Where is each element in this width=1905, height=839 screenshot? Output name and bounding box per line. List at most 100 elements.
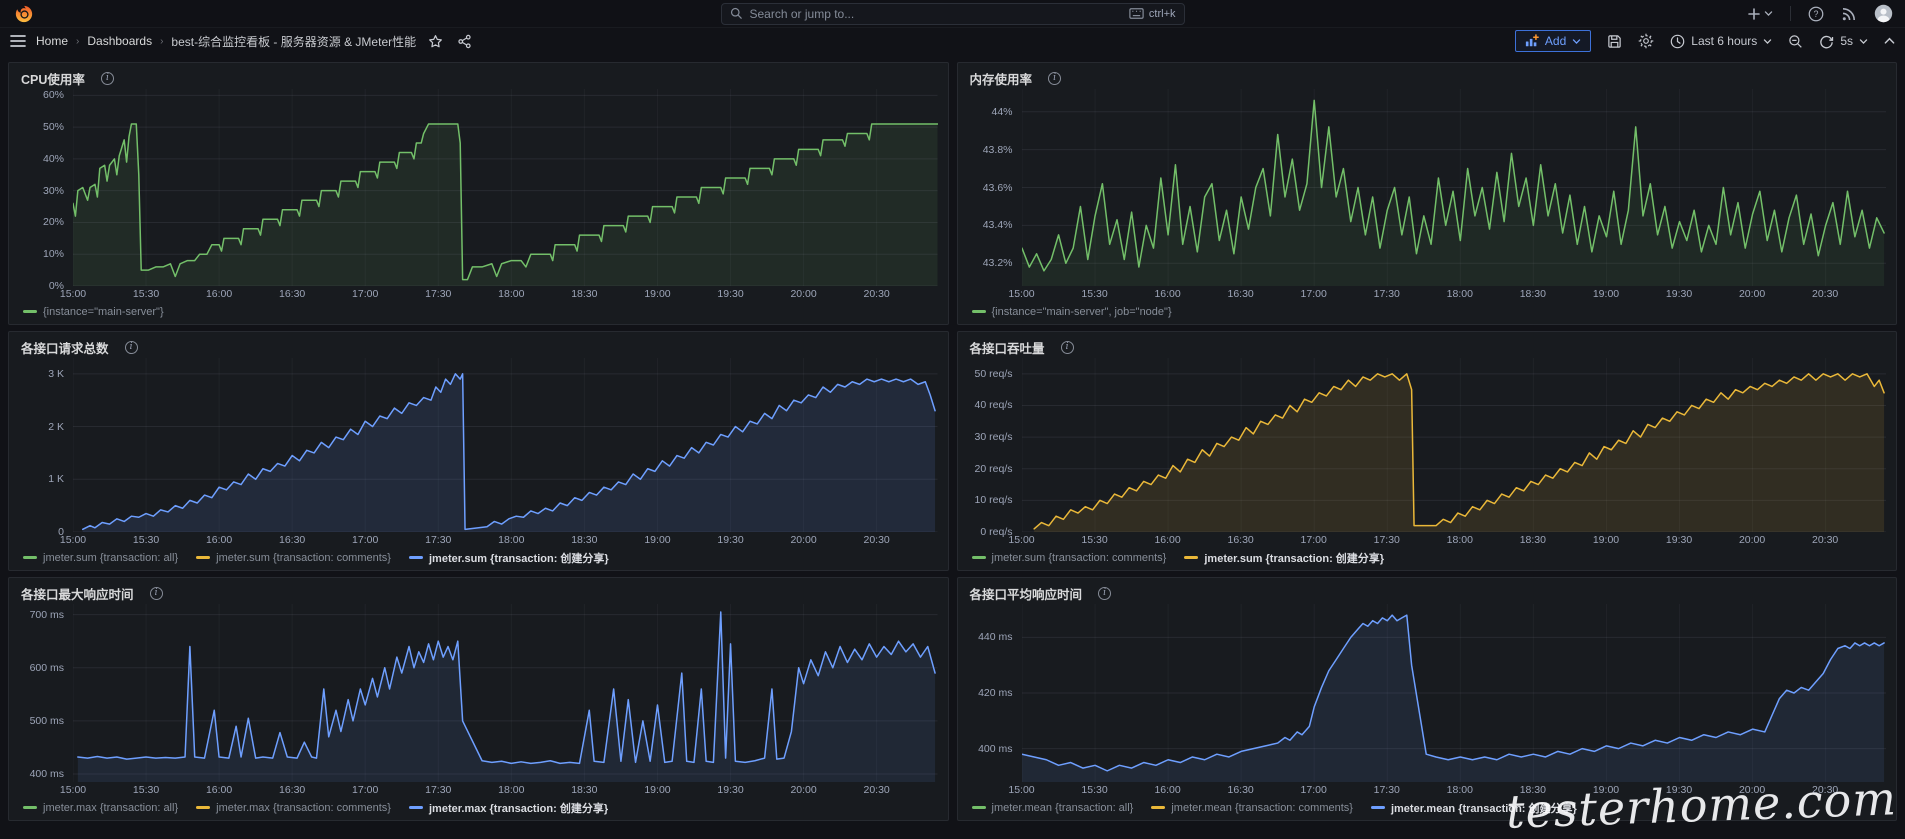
favorite-button[interactable] [428, 34, 443, 49]
info-icon[interactable]: i [101, 72, 114, 85]
x-tick-label: 17:00 [352, 288, 378, 300]
y-axis: 400 ms500 ms600 ms700 ms [19, 604, 73, 782]
info-icon[interactable]: i [1061, 341, 1074, 354]
y-tick-label: 700 ms [30, 609, 64, 621]
x-tick-label: 15:30 [1081, 784, 1107, 796]
zoom-out-button[interactable] [1788, 34, 1803, 49]
x-tick-label: 20:00 [1739, 534, 1765, 546]
panel-title[interactable]: 内存使用率 [970, 69, 1033, 88]
x-tick-label: 19:00 [644, 534, 670, 546]
y-tick-label: 43.8% [983, 144, 1013, 156]
y-tick-label: 43.6% [983, 182, 1013, 194]
add-panel-button[interactable]: Add [1515, 30, 1591, 52]
refresh-picker[interactable]: 5s [1819, 34, 1868, 49]
top-nav: ctrl+k ? [0, 0, 1905, 28]
search-box[interactable]: ctrl+k [721, 3, 1185, 25]
x-axis: 15:0015:3016:0016:3017:0017:3018:0018:30… [1022, 532, 1887, 548]
new-menu-button[interactable] [1747, 7, 1773, 21]
refresh-icon [1819, 34, 1834, 49]
user-avatar[interactable] [1874, 4, 1893, 23]
x-axis: 15:0015:3016:0016:3017:0017:3018:0018:30… [73, 532, 938, 548]
x-axis: 15:0015:3016:0016:3017:0017:3018:0018:30… [1022, 286, 1887, 302]
breadcrumb-separator: › [76, 36, 79, 47]
time-series-chart[interactable] [73, 604, 938, 782]
legend-item[interactable]: jmeter.sum {transaction: 创建分享} [409, 550, 609, 566]
breadcrumb-home[interactable]: Home [36, 34, 68, 48]
share-button[interactable] [457, 34, 472, 49]
legend-item[interactable]: jmeter.mean {transaction: all} [972, 802, 1134, 814]
panel-header: 内存使用率 i [968, 68, 1887, 89]
x-tick-label: 19:30 [1666, 784, 1692, 796]
panel-title[interactable]: 各接口请求总数 [21, 338, 109, 357]
legend-item[interactable]: {instance="main-server"} [23, 306, 164, 318]
search-input[interactable] [750, 7, 1122, 21]
panel-request-total: 各接口请求总数 i 01 K2 K3 K 15:0015:3016:0016:3… [8, 331, 949, 571]
panel-title[interactable]: CPU使用率 [21, 69, 85, 88]
legend-item[interactable]: jmeter.mean {transaction: 创建分享} [1371, 800, 1577, 816]
x-tick-label: 15:30 [133, 534, 159, 546]
legend-item[interactable]: jmeter.sum {transaction: comments} [972, 552, 1167, 564]
save-dashboard-button[interactable] [1607, 34, 1622, 49]
legend-item[interactable]: jmeter.sum {transaction: 创建分享} [1184, 550, 1384, 566]
legend-item[interactable]: jmeter.sum {transaction: comments} [196, 552, 391, 564]
x-tick-label: 19:00 [644, 288, 670, 300]
x-tick-label: 16:00 [206, 534, 232, 546]
y-tick-label: 2 K [48, 421, 64, 433]
x-tick-label: 20:00 [1739, 784, 1765, 796]
menu-icon [10, 34, 26, 48]
info-icon[interactable]: i [150, 587, 163, 600]
help-button[interactable]: ? [1808, 6, 1824, 22]
collapse-toolbar-button[interactable] [1884, 37, 1895, 45]
grafana-logo-icon[interactable] [14, 4, 34, 24]
panel-title[interactable]: 各接口平均响应时间 [970, 584, 1083, 603]
panel-throughput: 各接口吞吐量 i 0 req/s10 req/s20 req/s30 req/s… [957, 331, 1898, 571]
search-icon [730, 7, 743, 20]
y-tick-label: 420 ms [978, 687, 1012, 699]
time-range-picker[interactable]: Last 6 hours [1670, 34, 1772, 49]
save-icon [1607, 34, 1622, 49]
info-icon[interactable]: i [1098, 587, 1111, 600]
x-tick-label: 17:00 [352, 784, 378, 796]
breadcrumb-dashboards[interactable]: Dashboards [87, 34, 152, 48]
x-tick-label: 18:00 [498, 534, 524, 546]
time-series-chart[interactable] [1022, 89, 1887, 286]
x-tick-label: 18:00 [1447, 534, 1473, 546]
info-icon[interactable]: i [1048, 72, 1061, 85]
dashboard-settings-button[interactable] [1638, 33, 1654, 49]
legend-item[interactable]: jmeter.mean {transaction: comments} [1151, 802, 1353, 814]
news-button[interactable] [1841, 6, 1857, 22]
panel-title[interactable]: 各接口最大响应时间 [21, 584, 134, 603]
panel-header: 各接口最大响应时间 i [19, 583, 938, 604]
y-tick-label: 600 ms [30, 662, 64, 674]
zoom-out-icon [1788, 34, 1803, 49]
time-series-chart[interactable] [73, 89, 938, 286]
legend-item[interactable]: jmeter.max {transaction: 创建分享} [409, 800, 608, 816]
legend-item[interactable]: jmeter.max {transaction: comments} [196, 802, 391, 814]
legend-item[interactable]: jmeter.max {transaction: all} [23, 802, 178, 814]
panel-memory-usage: 内存使用率 i 43.2%43.4%43.6%43.8%44% 15:0015:… [957, 62, 1898, 325]
x-tick-label: 17:00 [352, 534, 378, 546]
x-tick-label: 18:00 [1447, 784, 1473, 796]
add-chart-icon [1525, 34, 1539, 48]
panel-header: 各接口吞吐量 i [968, 337, 1887, 358]
panel-title[interactable]: 各接口吞吐量 [970, 338, 1045, 357]
x-tick-label: 15:00 [60, 784, 86, 796]
x-tick-label: 18:30 [571, 288, 597, 300]
legend-item[interactable]: jmeter.sum {transaction: all} [23, 552, 178, 564]
time-series-chart[interactable] [73, 358, 938, 532]
breadcrumb-dashboard-title[interactable]: best-综合监控看板 - 服务器资源 & JMeter性能 [171, 33, 416, 50]
x-tick-label: 19:30 [1666, 534, 1692, 546]
legend: {instance="main-server", job="node"} [968, 302, 1887, 321]
info-icon[interactable]: i [125, 341, 138, 354]
time-series-chart[interactable] [1022, 604, 1887, 782]
legend: jmeter.sum {transaction: comments} jmeter… [968, 548, 1887, 567]
x-tick-label: 20:30 [1812, 288, 1838, 300]
x-tick-label: 19:00 [1593, 534, 1619, 546]
x-tick-label: 18:00 [1447, 288, 1473, 300]
y-tick-label: 1 K [48, 473, 64, 485]
x-tick-label: 16:00 [1154, 288, 1180, 300]
time-series-chart[interactable] [1022, 358, 1887, 532]
legend-item[interactable]: {instance="main-server", job="node"} [972, 306, 1172, 318]
mega-menu-button[interactable] [10, 34, 26, 48]
x-tick-label: 19:00 [1593, 288, 1619, 300]
